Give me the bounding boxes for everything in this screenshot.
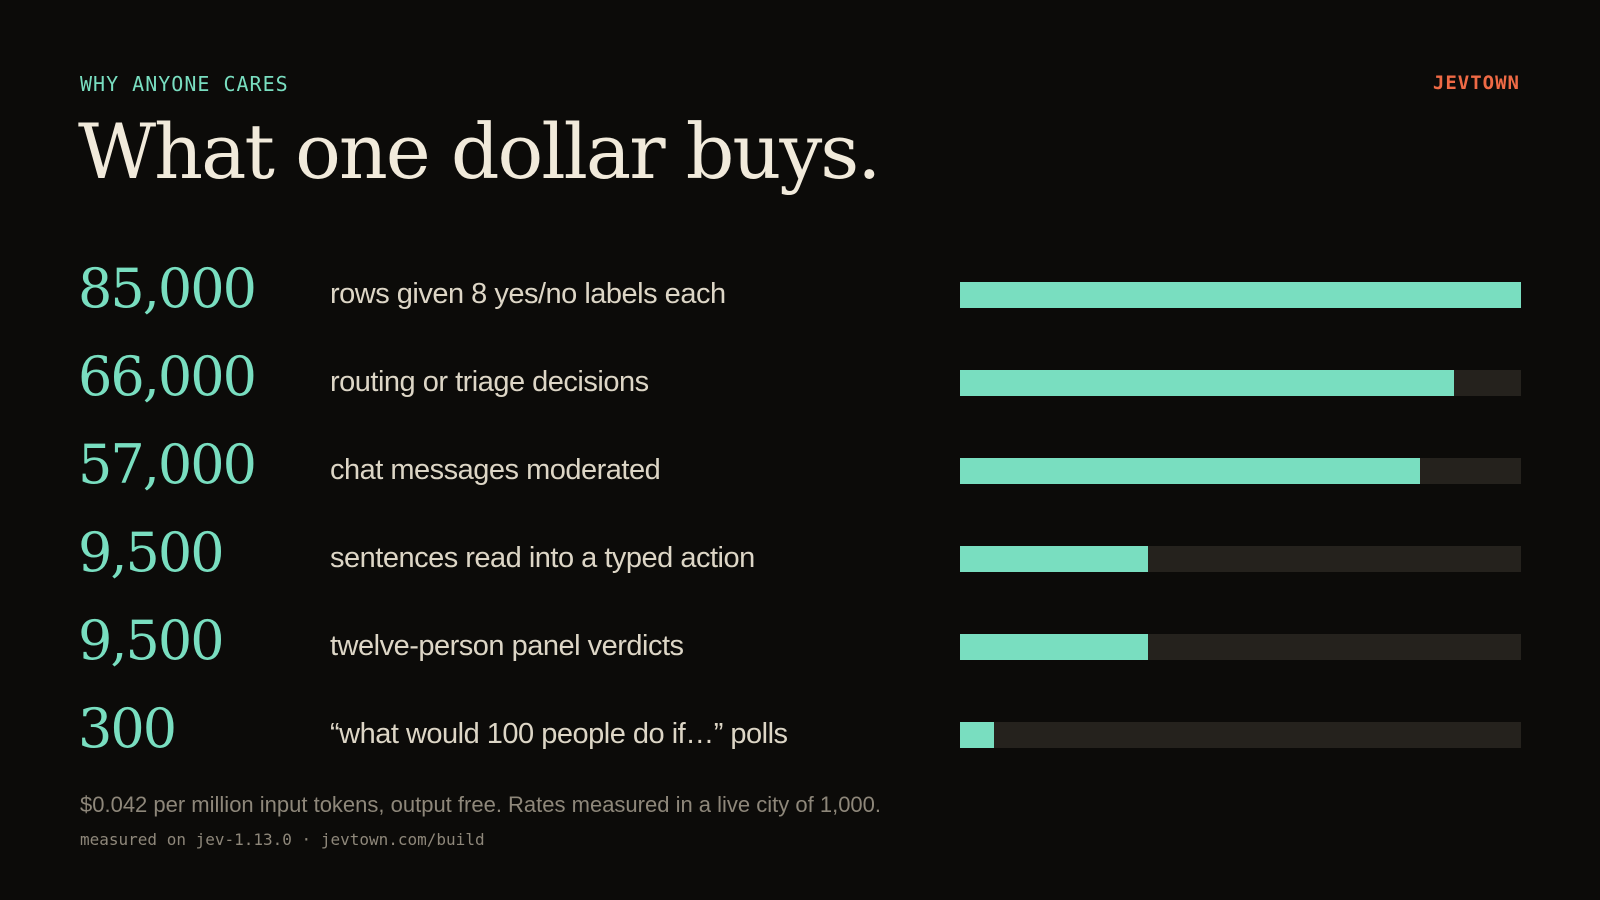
chart-row: 66,000 routing or triage decisions — [0, 345, 1600, 434]
bar-fill — [960, 546, 1148, 572]
category-label: sentences read into a typed action — [330, 542, 755, 574]
category-label: twelve-person panel verdicts — [330, 630, 684, 662]
chart-row: 85,000 rows given 8 yes/no labels each — [0, 257, 1600, 346]
chart-row: 57,000 chat messages moderated — [0, 433, 1600, 522]
chart-row: 9,500 sentences read into a typed action — [0, 521, 1600, 610]
value-label: 57,000 — [78, 433, 257, 496]
bar-fill — [960, 458, 1421, 484]
bar-fill — [960, 282, 1521, 308]
value-label: 300 — [78, 697, 177, 760]
bar-track — [960, 282, 1521, 308]
bar-track — [960, 722, 1521, 748]
value-label: 85,000 — [78, 257, 257, 320]
value-label: 66,000 — [78, 345, 257, 408]
bar-fill — [960, 722, 994, 748]
category-label: “what would 100 people do if…” polls — [330, 718, 788, 750]
brand-logo: JEVTOWN — [1432, 72, 1520, 94]
chart-row: 300 “what would 100 people do if…” polls — [0, 697, 1600, 786]
page-title: What one dollar buys. — [78, 107, 881, 196]
bar-track — [960, 370, 1521, 396]
bar-track — [960, 634, 1521, 660]
bar-fill — [960, 370, 1454, 396]
value-label: 9,500 — [78, 609, 225, 672]
bar-fill — [960, 634, 1148, 660]
value-label: 9,500 — [78, 521, 225, 584]
bar-track — [960, 546, 1521, 572]
bar-track — [960, 458, 1521, 484]
chart-row: 9,500 twelve-person panel verdicts — [0, 609, 1600, 698]
category-label: rows given 8 yes/no labels each — [330, 278, 726, 310]
eyebrow-label: WHY ANYONE CARES — [80, 72, 289, 96]
pricing-footnote: $0.042 per million input tokens, output … — [80, 792, 882, 817]
build-meta: measured on jev-1.13.0 · jevtown.com/bui… — [80, 830, 485, 849]
category-label: routing or triage decisions — [330, 366, 649, 398]
category-label: chat messages moderated — [330, 454, 661, 486]
